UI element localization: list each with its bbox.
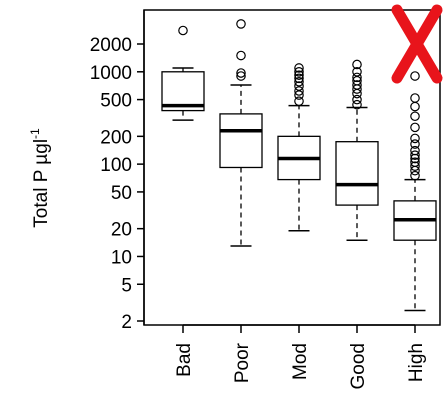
outlier-point — [294, 70, 304, 80]
outlier-point — [294, 76, 304, 87]
outlier-point — [410, 150, 420, 160]
x-tick-label: High — [406, 343, 427, 382]
y-tick-label: 100 — [100, 155, 132, 176]
outlier-point — [410, 71, 420, 81]
outlier-point — [410, 111, 420, 122]
outlier-point — [352, 59, 362, 70]
outlier-point — [410, 133, 420, 144]
y-tick-label: 10 — [111, 247, 132, 268]
outlier-point — [352, 66, 362, 77]
red-cross-annotation — [391, 4, 443, 84]
outlier-point — [236, 19, 246, 29]
y-tick-label: 2 — [121, 312, 132, 333]
outlier-point — [410, 161, 420, 171]
x-tick-label: Poor — [232, 342, 253, 383]
outlier-point — [352, 72, 362, 83]
outlier-point — [236, 71, 246, 81]
outlier-point — [410, 93, 420, 103]
outlier-point — [178, 25, 188, 36]
box-high — [393, 71, 437, 312]
x-tick-label: Mod — [290, 343, 311, 380]
box-series — [161, 19, 437, 312]
y-tick-label: 5 — [121, 275, 132, 296]
y-tick-label: 2000 — [90, 35, 132, 56]
outlier-point — [294, 86, 304, 96]
box-bad — [161, 25, 205, 121]
outlier-point — [410, 157, 420, 167]
y-tick-label: 200 — [100, 127, 132, 148]
box-mod — [277, 63, 321, 232]
outlier-point — [294, 96, 304, 107]
outlier-point — [236, 68, 246, 78]
outlier-point — [410, 170, 420, 181]
outlier-point — [236, 50, 246, 61]
outlier-point — [410, 145, 420, 156]
outlier-point — [352, 94, 362, 105]
y-axis-label-superscript: -1 — [28, 128, 42, 139]
outlier-point — [410, 139, 420, 149]
box-poor — [219, 19, 263, 247]
y-axis-label: Total P µgl-1 — [28, 128, 52, 228]
outlier-point — [352, 99, 362, 110]
cross-stroke-2 — [391, 4, 443, 84]
y-tick-label: 20 — [111, 220, 132, 241]
outlier-point — [352, 80, 362, 90]
outlier-point — [294, 73, 304, 84]
y-tick-label: 1000 — [90, 63, 132, 84]
y-tick-label: 500 — [100, 91, 132, 112]
x-tick-label: Bad — [174, 343, 195, 377]
outlier-point — [410, 122, 420, 133]
y-tick-label: 50 — [111, 183, 132, 204]
x-axis-ticks: Bad Poor Mod Good High — [174, 324, 427, 389]
outlier-point — [294, 63, 304, 73]
outlier-point — [294, 81, 304, 91]
box-iqr — [219, 113, 263, 169]
y-axis-ticks: 2 5 10 20 50 100 200 500 1000 2000 — [90, 35, 144, 333]
box-iqr — [335, 141, 379, 206]
box-good — [335, 59, 379, 241]
y-axis-label-group: Total P µgl-1 — [28, 128, 52, 228]
x-tick-label: Good — [348, 343, 369, 389]
outlier-point — [294, 66, 304, 77]
y-axis-label-main: Total P µgl — [31, 139, 52, 228]
outlier-point — [410, 101, 420, 112]
